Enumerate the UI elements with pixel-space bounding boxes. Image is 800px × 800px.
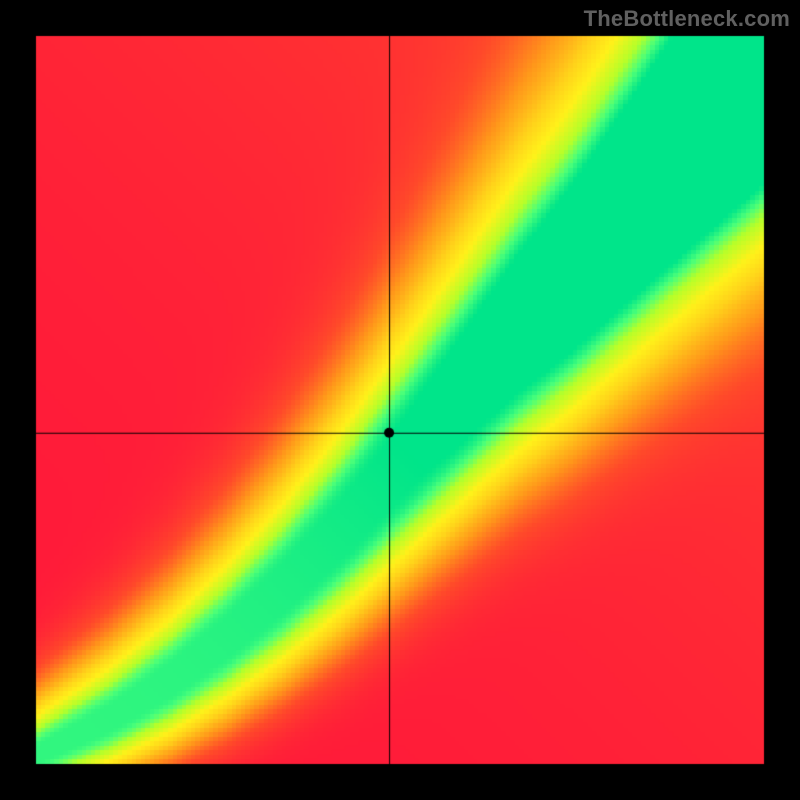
chart-container: TheBottleneck.com — [0, 0, 800, 800]
heatmap-canvas — [0, 0, 800, 800]
